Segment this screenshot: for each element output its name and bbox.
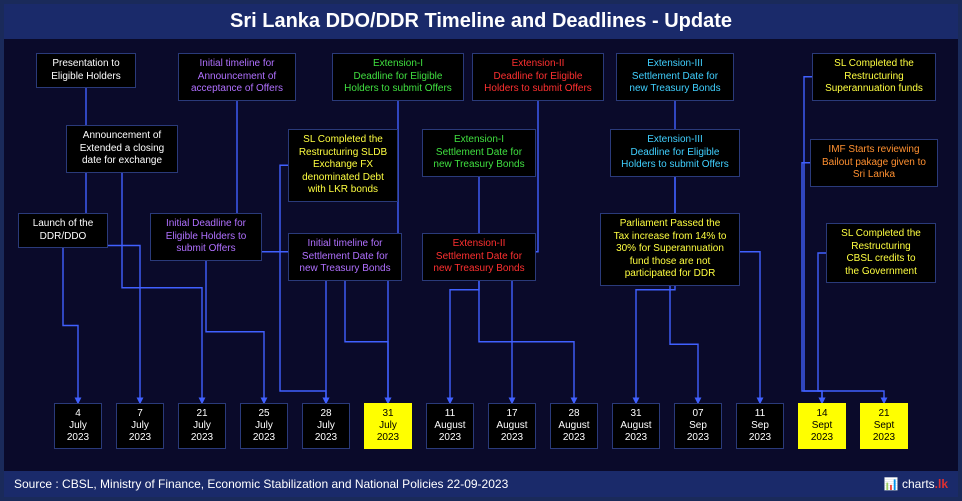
footer-bar: Source : CBSL, Ministry of Finance, Econ… [4, 471, 958, 497]
event-box: Launch of theDDR/DDO [18, 213, 108, 248]
event-box: Extension-IIISettlement Date fornew Trea… [616, 53, 734, 101]
logo-chart-icon: 📊 [884, 477, 899, 491]
date-box: 07Sep2023 [674, 403, 722, 449]
event-box: SL Completed theRestructuring SLDBExchan… [288, 129, 398, 202]
event-box: IMF Starts reviewingBailout pakage given… [810, 139, 938, 187]
date-box: 31July2023 [364, 403, 412, 449]
date-box: 11Sep2023 [736, 403, 784, 449]
date-box: 28August2023 [550, 403, 598, 449]
event-box: Extension-ISettlement Date fornew Treasu… [422, 129, 536, 177]
site-logo: 📊 charts.lk [884, 477, 948, 491]
event-box: Initial Deadline forEligible Holders tos… [150, 213, 262, 261]
date-box: 28July2023 [302, 403, 350, 449]
date-box: 25July2023 [240, 403, 288, 449]
event-box: Presentation toEligible Holders [36, 53, 136, 88]
event-box: SL Completed theRestructuringSuperannuat… [812, 53, 936, 101]
timeline-canvas: Presentation toEligible Holders Announcem… [4, 41, 958, 459]
date-box: 21July2023 [178, 403, 226, 449]
date-box: 11August2023 [426, 403, 474, 449]
event-box: SL Completed theRestructuringCBSL credit… [826, 223, 936, 283]
logo-brand: charts [902, 477, 935, 491]
event-box: Parliament Passed theTax increase from 1… [600, 213, 740, 286]
event-box: Initial timeline forSettlement Date forn… [288, 233, 402, 281]
logo-tld: .lk [935, 477, 948, 491]
event-box: Initial timeline forAnnouncement ofaccep… [178, 53, 296, 101]
date-box: 14Sept2023 [798, 403, 846, 449]
date-box: 4July2023 [54, 403, 102, 449]
page-title: Sri Lanka DDO/DDR Timeline and Deadlines… [4, 4, 958, 41]
event-box: Extension-IISettlement Date fornew Treas… [422, 233, 536, 281]
date-box: 21Sept2023 [860, 403, 908, 449]
event-box: Extension-IIIDeadline for EligibleHolder… [610, 129, 740, 177]
event-box: Extension-IDeadline for EligibleHolders … [332, 53, 464, 101]
source-text: Source : CBSL, Ministry of Finance, Econ… [14, 477, 508, 491]
date-box: 17August2023 [488, 403, 536, 449]
date-box: 31August2023 [612, 403, 660, 449]
event-box: Announcement ofExtended a closingdate fo… [66, 125, 178, 173]
event-box: Extension-IIDeadline for EligibleHolders… [472, 53, 604, 101]
date-box: 7July2023 [116, 403, 164, 449]
